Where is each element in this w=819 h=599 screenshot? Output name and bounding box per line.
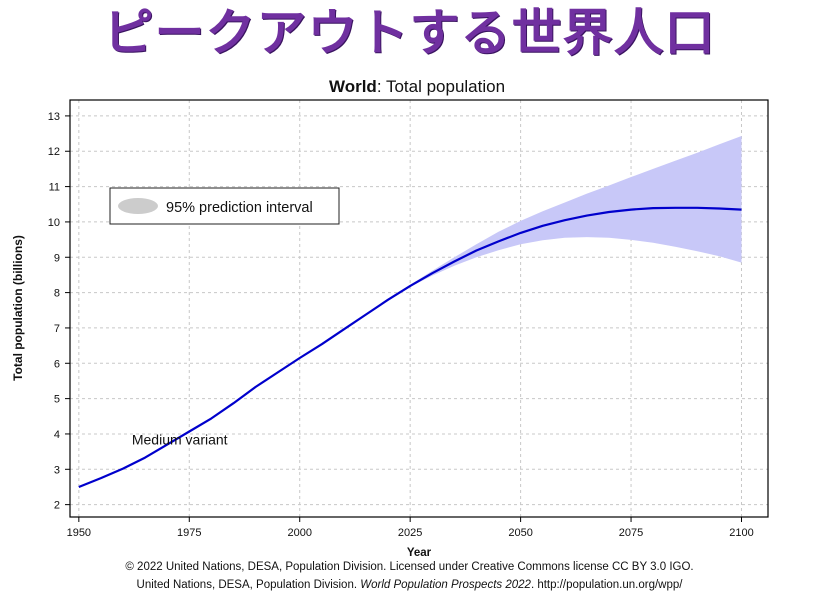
y-tick-label-4: 4: [54, 429, 60, 441]
annotation-medium-variant: Medium variant: [132, 432, 228, 448]
x-tick-label-1950: 1950: [67, 527, 91, 539]
chart-title-text: Total population: [386, 77, 505, 96]
credit-text-a: United Nations, DESA, Population Divisio…: [136, 579, 361, 591]
x-tick-label-2100: 2100: [729, 527, 753, 539]
x-tick-label-2025: 2025: [398, 527, 422, 539]
y-tick-label-3: 3: [54, 464, 60, 476]
prediction-band: [396, 136, 742, 294]
prediction-interval-band: [396, 136, 742, 294]
slide-title: ピークアウトする世界人口: [103, 3, 716, 62]
x-tick-label-2075: 2075: [619, 527, 643, 539]
x-tick-label-2050: 2050: [508, 527, 532, 539]
chart-title-sep: :: [377, 77, 386, 96]
grid-lines: [70, 100, 768, 517]
y-tick-label-8: 8: [54, 288, 60, 300]
y-tick-label-13: 13: [48, 111, 60, 123]
legend-label: 95% prediction interval: [166, 200, 313, 216]
credit-line-2: United Nations, DESA, Population Divisio…: [0, 579, 819, 591]
credit-text-b: . http://population.un.org/wpp/: [530, 579, 683, 591]
credit-publication-title: World Population Prospects 2022: [360, 579, 531, 591]
y-tick-label-5: 5: [54, 394, 60, 406]
tick-labels: 1950 1975 2000 2025 2050 2075 2100 2 3 4 5 6 7 8 9 10 11…: [48, 111, 754, 539]
y-tick-label-11: 11: [49, 182, 60, 194]
y-tick-label-10: 10: [48, 217, 60, 229]
y-tick-label-6: 6: [54, 358, 60, 370]
y-tick-label-7: 7: [54, 323, 60, 335]
y-tick-label-9: 9: [54, 252, 60, 264]
y-tick-label-2: 2: [54, 500, 60, 512]
series-line-medium-variant: [78, 206, 742, 489]
y-axis-label: Total population (billions): [11, 235, 25, 381]
series-lines: [78, 206, 742, 489]
x-tick-label-2000: 2000: [287, 527, 311, 539]
legend: 95% prediction interval: [109, 187, 340, 225]
plot-frame: [69, 99, 769, 518]
chart-title: World: Total population: [329, 77, 505, 96]
x-axis-label: Year: [407, 547, 432, 559]
y-tick-label-12: 12: [48, 146, 60, 158]
credit-line-1: © 2022 United Nations, DESA, Population …: [125, 561, 694, 573]
chart-title-bold: World: [329, 77, 377, 96]
x-tick-label-1975: 1975: [177, 527, 201, 539]
axis-ticks: [65, 115, 742, 522]
legend-swatch: [118, 198, 158, 214]
